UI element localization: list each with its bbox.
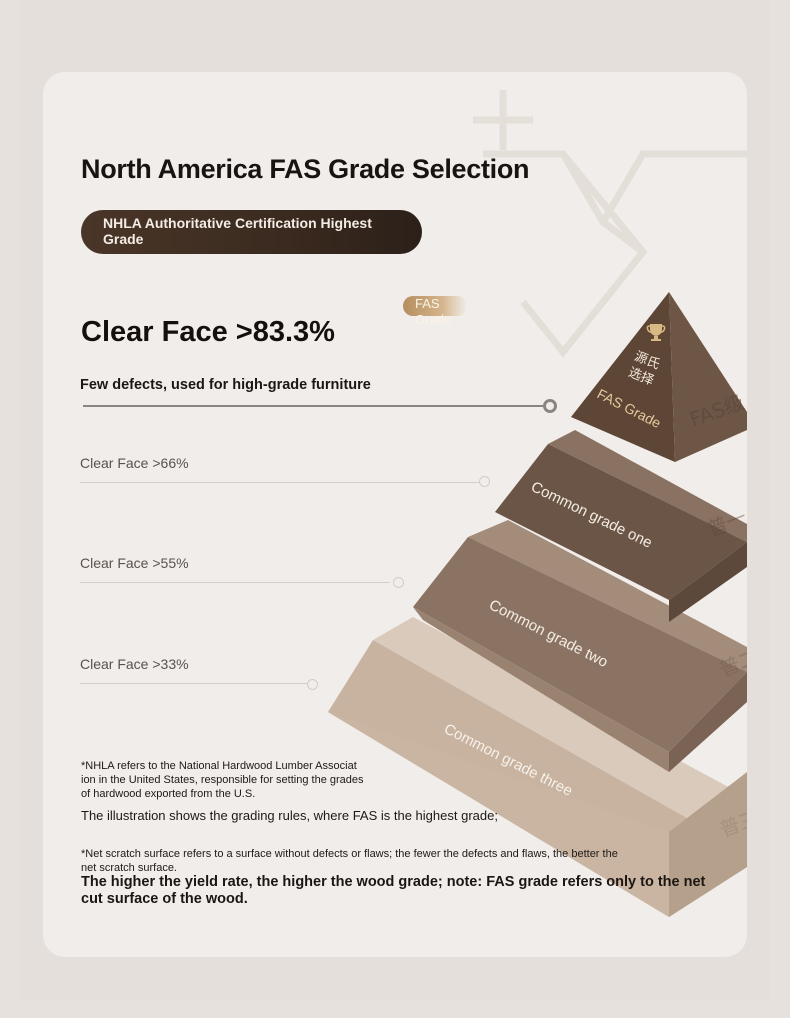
content-card: North America FAS Grade Selection NHLA A…: [43, 72, 747, 957]
illustration-note: The illustration shows the grading rules…: [81, 808, 498, 823]
trophy-icon: [646, 324, 666, 341]
pyramid-level3-face: [328, 712, 669, 917]
scratch-note: *Net scratch surface refers to a surface…: [81, 847, 701, 875]
tier-label-3: Clear Face >33%: [80, 656, 189, 672]
pyramid-level1-side: [669, 542, 747, 622]
pyramid-level2-face: [413, 537, 747, 752]
fas-tag-line2: Grade: [415, 312, 452, 327]
tier-line-2: [80, 582, 390, 583]
fas-tag-line1: FAS: [415, 296, 440, 311]
tier-dot-3: [307, 679, 318, 690]
pyramid-level1-top: [548, 430, 747, 542]
pyramid-level2-side: [669, 672, 747, 772]
scratch-note-line2: net scratch surface.: [81, 862, 177, 874]
page-title: North America FAS Grade Selection: [81, 154, 530, 184]
pyramid-top-face: [571, 292, 675, 462]
tier-line-3: [80, 683, 310, 684]
main-pointer-line: [83, 405, 543, 407]
tier-dot-1: [479, 476, 490, 487]
fas-grade-tag: FAS Grade: [403, 296, 467, 327]
pyramid-level2-top: [468, 520, 747, 672]
pyramid-top-side: [669, 292, 747, 462]
tier-line-1: [80, 482, 480, 483]
yield-note: The higher the yield rate, the higher th…: [81, 874, 706, 907]
tier-label-2: Clear Face >55%: [80, 555, 189, 571]
pyramid-level1-face: [495, 444, 747, 600]
nhla-note-line3: of hardwood exported from the U.S.: [81, 788, 256, 800]
tier-dot-2: [393, 577, 404, 588]
nhla-note-line1: *NHLA refers to the National Hardwood Lu…: [81, 760, 357, 772]
diamond-watermark: [473, 90, 747, 358]
grade-pyramid: 源氏 选择 FAS Grade FAS级 Common grade one 普一…: [328, 292, 747, 917]
tier-label-1: Clear Face >66%: [80, 455, 189, 471]
pyramid-level3-side: [669, 772, 747, 917]
pyramid-level2-bottom: [413, 607, 669, 772]
nhla-note-line2: ion in the United States, responsible fo…: [81, 774, 364, 786]
certification-badge: NHLA Authoritative Certification Highest…: [81, 210, 422, 254]
scratch-note-line1: *Net scratch surface refers to a surface…: [81, 848, 618, 860]
nhla-note: *NHLA refers to the National Hardwood Lu…: [81, 759, 364, 801]
main-pointer-dot: [543, 399, 557, 413]
pyramid-level3-top: [373, 617, 747, 852]
main-stat: Clear Face >83.3%: [81, 316, 335, 348]
main-description: Few defects, used for high-grade furnitu…: [80, 377, 371, 393]
